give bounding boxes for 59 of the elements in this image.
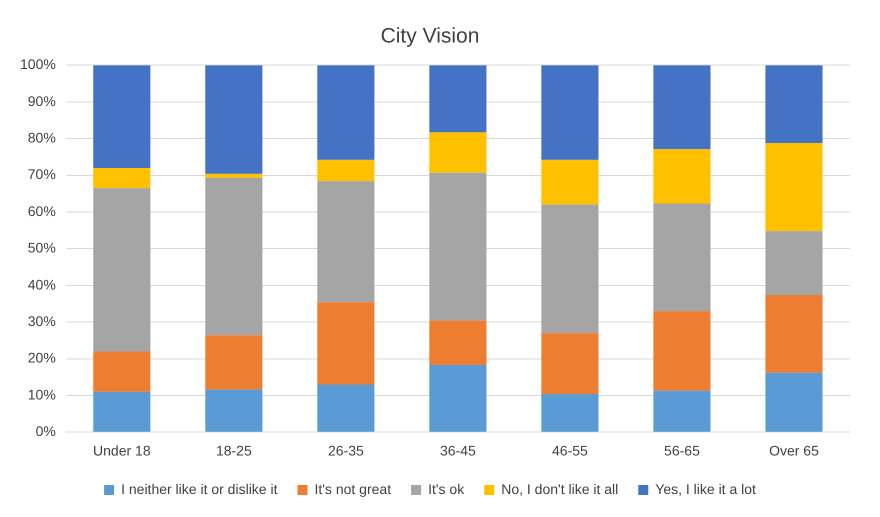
bar <box>429 320 486 366</box>
x-tick-label: 36-45 <box>440 442 476 458</box>
bar <box>653 149 711 204</box>
bar <box>429 65 486 132</box>
bar <box>317 181 374 302</box>
y-tick-label: 60% <box>28 202 56 219</box>
bar <box>205 65 262 174</box>
bar <box>205 178 262 336</box>
bar <box>429 132 486 173</box>
y-tick-label: 30% <box>28 312 56 329</box>
bar <box>653 390 711 432</box>
y-tick-label: 100% <box>20 56 56 72</box>
bar <box>765 372 823 432</box>
y-tick-label: 80% <box>28 129 56 146</box>
bar <box>765 231 823 295</box>
legend-label: No, I don't like it all <box>501 480 618 497</box>
legend-label: It's ok <box>428 480 466 497</box>
y-tick-label: 10% <box>28 386 56 402</box>
bar <box>317 384 374 432</box>
bar <box>765 143 823 232</box>
bar <box>653 311 711 391</box>
bar <box>93 351 150 392</box>
bar <box>205 335 262 390</box>
bar <box>317 160 374 182</box>
bar <box>653 65 711 150</box>
bar <box>541 204 598 334</box>
legend-label: Yes, I like it a lot <box>655 480 756 497</box>
chart-title: City Vision <box>380 24 480 48</box>
x-tick-label: Over 65 <box>769 442 820 458</box>
legend-label: I neither like it or dislike it <box>121 480 278 497</box>
bar <box>93 188 150 352</box>
bar <box>765 65 823 144</box>
bar <box>317 302 374 384</box>
bar <box>653 204 711 312</box>
y-tick-label: 0% <box>36 423 56 440</box>
bar <box>93 168 150 188</box>
bar <box>93 65 150 168</box>
x-tick-label: 46-55 <box>552 442 588 458</box>
x-tick-label: 18-25 <box>216 442 252 458</box>
bar <box>429 172 486 321</box>
x-tick-label: 56-65 <box>664 442 700 458</box>
bar <box>93 392 150 432</box>
bar <box>205 390 262 432</box>
bar <box>541 394 598 432</box>
y-tick-label: 50% <box>28 240 56 256</box>
bar <box>541 333 598 394</box>
y-tick-label: 70% <box>28 166 56 182</box>
x-tick-label: 26-35 <box>328 442 364 458</box>
bar <box>541 65 598 160</box>
bar <box>541 160 598 205</box>
y-tick-label: 20% <box>28 350 56 366</box>
bar <box>765 294 823 373</box>
y-tick-label: 90% <box>28 92 56 109</box>
x-tick-label: Under 18 <box>93 442 151 458</box>
bar <box>317 65 374 160</box>
bar <box>429 365 486 432</box>
y-tick-label: 40% <box>28 276 56 292</box>
legend-label: It's not great <box>314 480 392 497</box>
bar <box>205 174 262 178</box>
